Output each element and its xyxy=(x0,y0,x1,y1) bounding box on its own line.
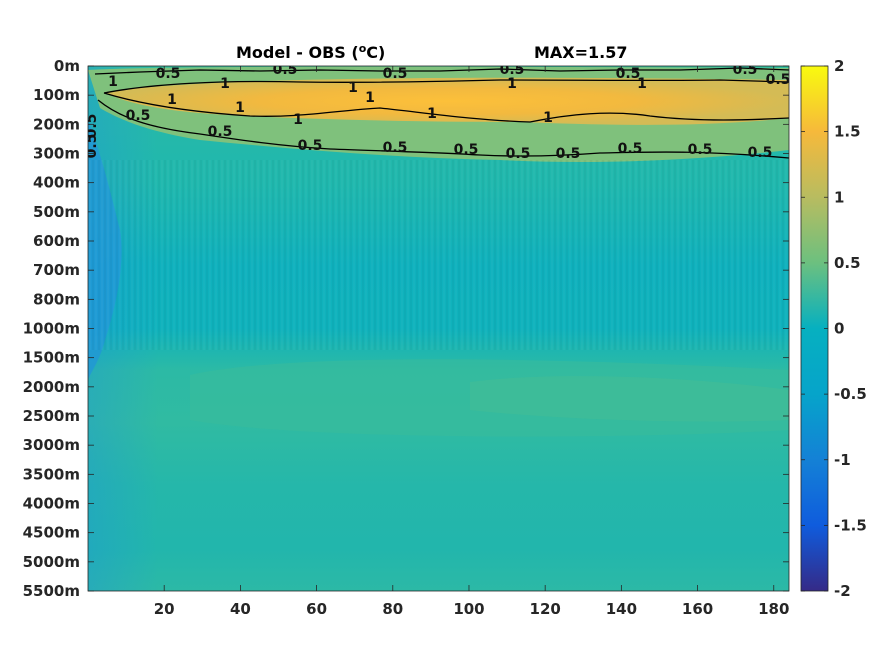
y-tick-label: 400m xyxy=(33,174,80,192)
y-tick-label: 200m xyxy=(33,115,80,133)
x-tick-label: 100 xyxy=(453,600,484,618)
colorbar-tick-label: -0.5 xyxy=(834,385,867,403)
y-tick-label: 100m xyxy=(33,86,80,104)
y-tick-label: 800m xyxy=(33,290,80,308)
colorbar-tick-label: 0.5 xyxy=(834,254,861,272)
contour-label: 0.5 xyxy=(84,134,100,159)
contour-label: 1 xyxy=(167,92,177,108)
x-tick-label: 120 xyxy=(530,600,561,618)
colorbar-tick-label: 0 xyxy=(834,320,844,338)
y-tick-label: 0m xyxy=(54,57,80,75)
contour-label: 1 xyxy=(365,90,375,106)
contour-label: 0.5 xyxy=(618,141,643,157)
contour-label: 0.5 xyxy=(454,142,479,158)
contour-05-lower xyxy=(97,99,789,159)
x-tick-label: 60 xyxy=(306,600,327,618)
y-tick-label: 700m xyxy=(33,261,80,279)
y-tick-label: 500m xyxy=(33,203,80,221)
colorbar-tick-label: -2 xyxy=(834,582,851,600)
colorbar-ticks: 2 1.5 1 0.5 0 -0.5 -1 -1.5 -2 xyxy=(801,57,867,600)
y-tick-label: 1500m xyxy=(23,349,80,367)
contour-05-upper xyxy=(94,67,789,75)
x-tick-label: 160 xyxy=(682,600,713,618)
contour-label: 1 xyxy=(108,74,118,90)
contour-label: 0.5 xyxy=(506,146,531,162)
contour-lines xyxy=(94,67,789,159)
x-tick-label: 80 xyxy=(382,600,403,618)
deep-warm-core xyxy=(470,376,789,422)
y-tick-label: 300m xyxy=(33,145,80,163)
y-tick-label: 4500m xyxy=(23,524,80,542)
contour-label: 0.5 xyxy=(500,62,525,78)
colorbar-tick-label: -1.5 xyxy=(834,516,867,534)
contour-label: 0.5 xyxy=(298,138,323,154)
y-tick-label: 600m xyxy=(33,232,80,250)
contour-label: 0.5 xyxy=(383,66,408,82)
contour-label: 1 xyxy=(293,112,303,128)
y-tick-label: 3000m xyxy=(23,436,80,454)
contour-label: 0.5 xyxy=(126,108,151,124)
contour-label: 1 xyxy=(427,106,437,122)
contour-label: 0.5 xyxy=(733,62,758,78)
x-tick-label: 180 xyxy=(758,600,789,618)
contour-label: 0.5 xyxy=(766,72,791,88)
contour-label: 0.5 xyxy=(383,140,408,156)
contour-label: 0.5 xyxy=(273,62,298,78)
contour-label: 1 xyxy=(507,76,517,92)
contour-1-lower xyxy=(103,92,789,123)
contour-label: 1 xyxy=(348,80,358,96)
x-tick-label: 140 xyxy=(606,600,637,618)
colorbar xyxy=(800,65,829,592)
colorbar-tick-label: 1.5 xyxy=(834,123,861,141)
colorbar-tick-label: 2 xyxy=(834,57,844,75)
contour-label: 0.5 xyxy=(748,145,773,161)
y-axis: 0m 100m 200m 300m 400m 500m 600m 700m 800m 1000m 1… xyxy=(23,57,789,600)
colorbar-tick-label: 1 xyxy=(834,188,844,206)
y-tick-label: 1000m xyxy=(23,320,80,338)
contour-label: 1 xyxy=(637,76,647,92)
contour-label: 0.5 xyxy=(556,146,581,162)
y-tick-label: 5500m xyxy=(23,582,80,600)
contour-1-upper xyxy=(103,79,789,94)
chart-title: Model - OBS (oC) xyxy=(236,42,385,62)
contour-label: 1 xyxy=(220,76,230,92)
colorbar-tick-label: -1 xyxy=(834,451,851,469)
vertical-texture xyxy=(89,160,787,350)
x-axis: 20 40 60 80 100 120 140 160 180 xyxy=(154,66,789,618)
y-tick-label: 5000m xyxy=(23,553,80,571)
y-tick-label: 2000m xyxy=(23,378,80,396)
cold-anomaly xyxy=(88,120,122,380)
contour-label: 1 xyxy=(543,110,553,126)
y-tick-label: 3500m xyxy=(23,465,80,483)
contour-label: 0.5 xyxy=(208,124,233,140)
y-tick-label: 4000m xyxy=(23,495,80,513)
contour-label: 0.5 xyxy=(688,142,713,158)
contour-label: 0.5 xyxy=(156,66,181,82)
x-tick-label: 20 xyxy=(154,600,175,618)
max-label: MAX=1.57 xyxy=(534,43,628,62)
contour-label: 0.5 xyxy=(616,66,641,82)
contour-label: 0.5 xyxy=(84,114,100,139)
contour-label: 1 xyxy=(235,100,245,116)
y-tick-label: 2500m xyxy=(23,407,80,425)
x-tick-label: 40 xyxy=(230,600,251,618)
